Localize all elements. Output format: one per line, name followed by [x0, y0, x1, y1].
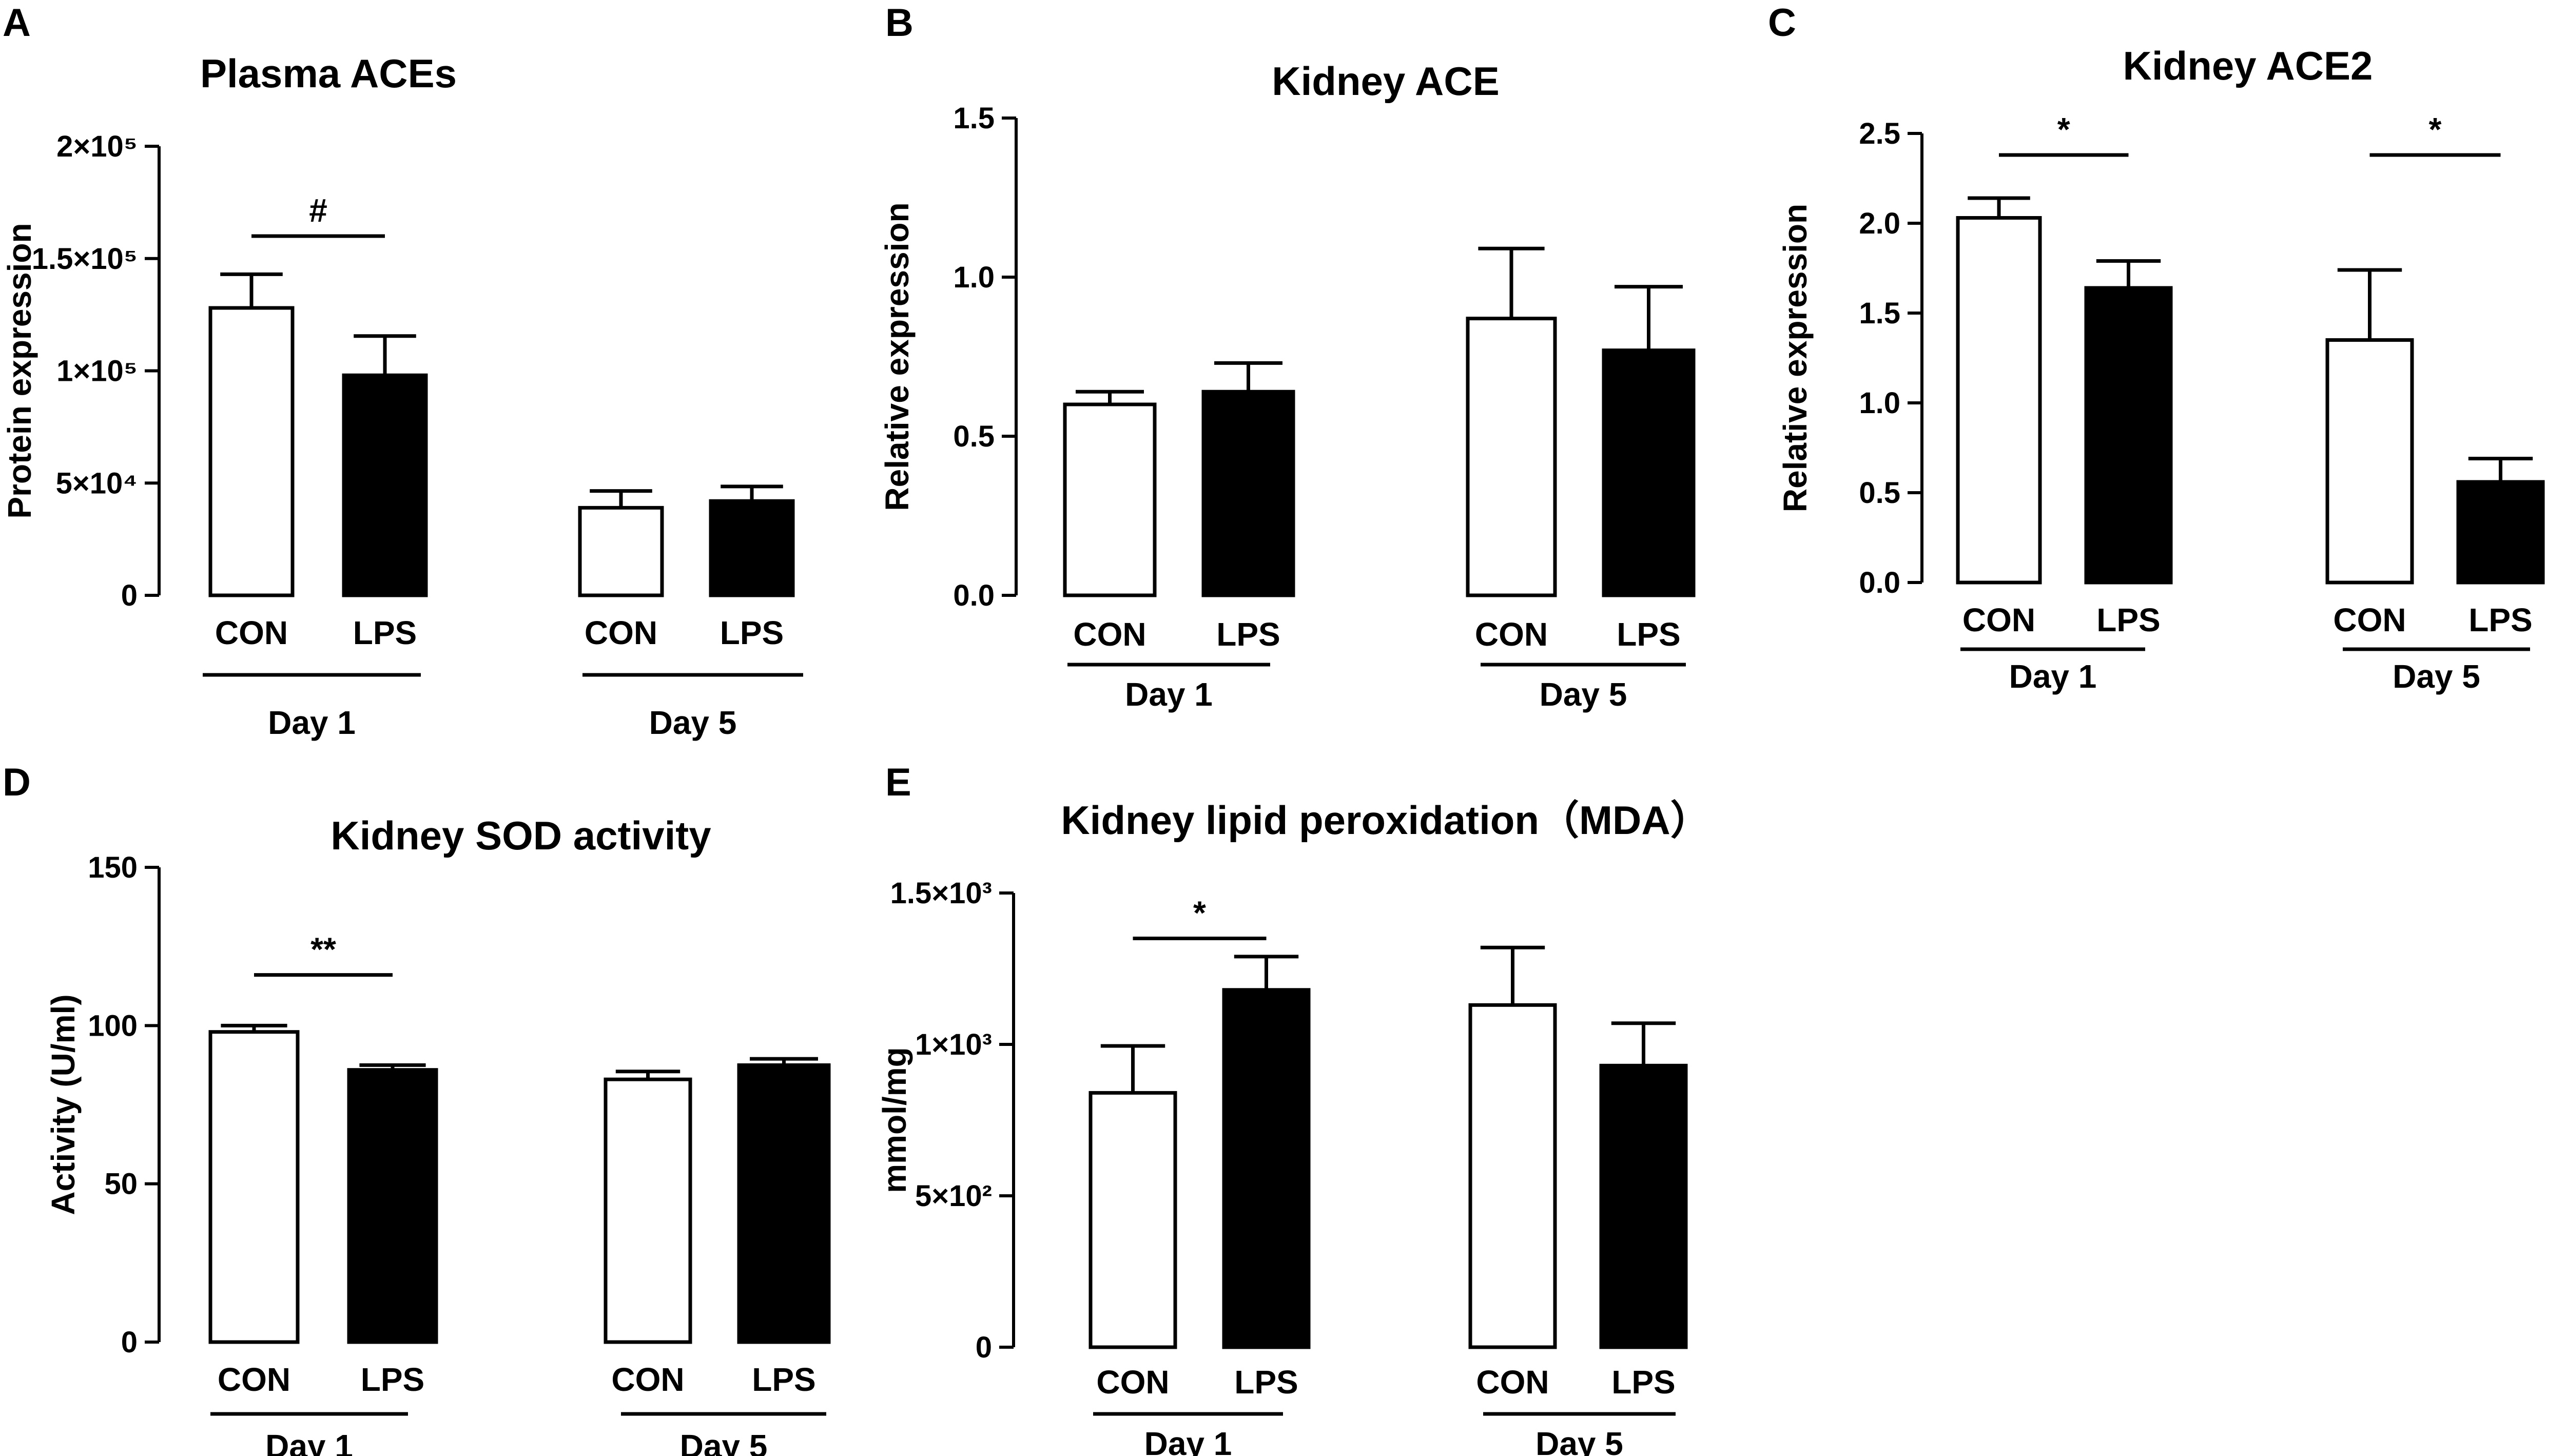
y-tick-label: 2×10⁵	[56, 130, 138, 163]
bar-con-day5	[1466, 317, 1557, 597]
x-category-label: LPS	[720, 614, 784, 651]
y-tick-label: 5×10²	[915, 1179, 992, 1213]
significance-marker: *	[2057, 111, 2070, 148]
bar-lps-day1	[1222, 988, 1311, 1349]
x-category-label: LPS	[2096, 601, 2160, 638]
y-tick-label: 1.5	[953, 102, 995, 135]
bar-lps-day5	[2456, 480, 2545, 585]
x-category-label: CON	[1096, 1364, 1169, 1401]
bar-con-day5	[578, 506, 664, 597]
y-tick-label: 50	[104, 1168, 138, 1201]
y-tick-label: 0.0	[953, 579, 995, 612]
bar-con-day5	[1468, 1003, 1557, 1349]
chart-title: Kidney ACE2	[2123, 43, 2373, 88]
chart-title: Plasma ACEs	[200, 51, 457, 96]
chart-panel-c: C Kidney ACE2 Relative expression 0.0 0.5 1.0…	[1768, 1, 2545, 695]
panel-letter: A	[3, 1, 31, 45]
y-axis-label: Protein expression	[1, 223, 38, 518]
y-tick-label: 1.0	[953, 261, 995, 294]
x-category-label: CON	[1073, 616, 1146, 653]
x-category-label: CON	[2333, 601, 2406, 638]
group-label: Day 1	[2009, 658, 2097, 695]
y-tick-label: 1.0	[1859, 386, 1900, 420]
x-category-label: LPS	[1617, 616, 1680, 653]
bar-con-day5	[2325, 338, 2414, 585]
significance-marker: #	[309, 192, 327, 229]
y-axis-label: mmol/mg	[876, 1047, 913, 1193]
panel-letter: E	[885, 761, 911, 804]
y-tick-label: 2.5	[1859, 117, 1900, 150]
bar-lps-day1	[342, 373, 428, 597]
y-tick-label: 5×10⁴	[56, 467, 138, 500]
group-label: Day 5	[680, 1428, 768, 1456]
y-tick-label: 0.5	[1859, 476, 1900, 510]
y-axis-label: Relative expression	[1777, 204, 1814, 512]
bar-con-day5	[604, 1077, 692, 1344]
x-category-label: CON	[1962, 601, 2035, 638]
y-axis-label: Activity (U/ml)	[45, 994, 82, 1215]
bar-lps-day5	[737, 1063, 831, 1344]
x-category-label: CON	[611, 1361, 684, 1398]
panel-letter: D	[3, 761, 31, 804]
y-tick-label: 1.5×10³	[890, 877, 992, 910]
x-category-label: LPS	[1216, 616, 1280, 653]
group-label: Day 5	[1540, 676, 1627, 713]
significance-marker: *	[1193, 895, 1206, 931]
bar-con-day1	[1063, 402, 1157, 597]
y-tick-label: 0.0	[1859, 566, 1900, 599]
bar-lps-day1	[1201, 390, 1295, 597]
panel-letter: B	[885, 1, 913, 45]
group-label: Day 5	[2393, 658, 2480, 695]
chart-panel-d: D Kidney SOD activity Activity (U/ml) 0 50 10…	[3, 761, 831, 1456]
bar-lps-day1	[347, 1068, 438, 1344]
y-tick-label: 1.5	[1859, 297, 1900, 330]
group-label: Day 1	[265, 1428, 353, 1456]
y-tick-label: 1.5×10⁵	[32, 242, 138, 276]
bar-lps-day5	[709, 499, 795, 597]
x-category-label: CON	[218, 1361, 290, 1398]
x-category-label: CON	[1476, 1364, 1549, 1401]
y-tick-label: 0.5	[953, 420, 995, 453]
x-category-label: CON	[585, 614, 657, 651]
x-category-label: LPS	[1234, 1364, 1298, 1401]
bar-con-day1	[208, 1030, 300, 1344]
bar-lps-day1	[2084, 286, 2173, 585]
x-category-label: LPS	[1611, 1364, 1675, 1401]
y-tick-label: 0	[121, 579, 138, 612]
y-tick-label: 0	[976, 1331, 992, 1364]
significance-marker: **	[310, 931, 336, 968]
bar-con-day1	[208, 306, 295, 597]
x-category-label: CON	[215, 614, 288, 651]
chart-title: Kidney lipid peroxidation（MDA）	[1061, 798, 1710, 843]
chart-title: Kidney ACE	[1272, 59, 1500, 104]
bar-lps-day5	[1602, 348, 1696, 597]
x-category-label: LPS	[752, 1361, 815, 1398]
group-label: Day 5	[649, 704, 737, 741]
x-category-label: LPS	[2468, 601, 2532, 638]
x-category-label: CON	[1475, 616, 1548, 653]
chart-panel-a: A Plasma ACEs Protein expression 0 5×10⁴ 1×10…	[1, 1, 803, 741]
bar-con-day1	[1956, 216, 2042, 585]
group-label: Day 1	[1144, 1425, 1232, 1456]
y-tick-label: 150	[88, 851, 138, 884]
y-axis-label: Relative expression	[879, 202, 916, 511]
chart-title: Kidney SOD activity	[331, 813, 711, 858]
group-label: Day 5	[1535, 1425, 1623, 1456]
y-tick-label: 100	[88, 1009, 138, 1042]
significance-marker: *	[2429, 111, 2442, 148]
y-tick-label: 0	[121, 1326, 138, 1359]
group-label: Day 1	[268, 704, 356, 741]
x-category-label: LPS	[361, 1361, 424, 1398]
chart-panel-b: B Kidney ACE Relative expression 0.0 0.5 1.0 1…	[879, 1, 1696, 713]
x-category-label: LPS	[353, 614, 417, 651]
bar-con-day1	[1088, 1091, 1177, 1349]
panel-letter: C	[1768, 1, 1796, 45]
y-tick-label: 1×10⁵	[56, 355, 138, 388]
y-tick-label: 2.0	[1859, 207, 1900, 240]
y-tick-label: 1×10³	[915, 1028, 992, 1061]
group-label: Day 1	[1125, 676, 1213, 713]
bar-lps-day5	[1599, 1063, 1688, 1349]
chart-panel-e: E Kidney lipid peroxidation（MDA） mmol/mg 0 5…	[876, 761, 1710, 1456]
